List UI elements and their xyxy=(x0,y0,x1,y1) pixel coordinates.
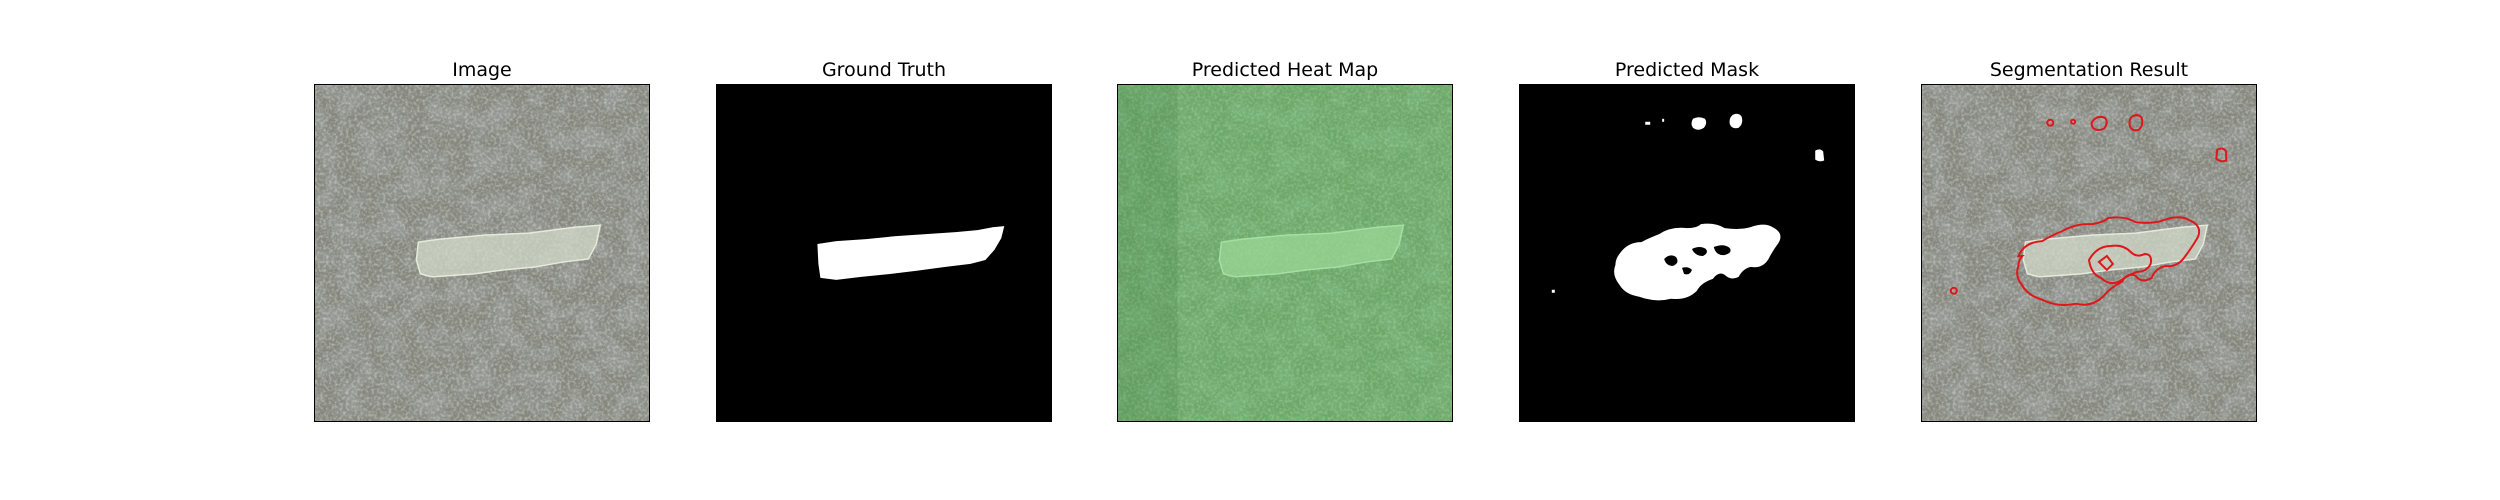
heat-map-panel xyxy=(1117,84,1453,422)
predicted-mask-panel xyxy=(1519,84,1855,422)
defect-patch xyxy=(415,224,602,278)
ground-truth-panel xyxy=(716,84,1052,422)
predicted-regions xyxy=(1551,113,1825,301)
segmentation-result-panel xyxy=(1921,84,2257,422)
predicted-mask xyxy=(1520,85,1854,421)
panel-title-image: Image xyxy=(452,59,512,81)
panel-title-predicted-mask: Predicted Mask xyxy=(1614,59,1760,81)
texture-image xyxy=(315,85,649,421)
ground-truth-region xyxy=(817,226,1005,280)
panel-title-ground-truth: Ground Truth xyxy=(821,59,947,81)
defect-patch xyxy=(1218,224,1405,278)
panel-title-segmentation-result: Segmentation Result xyxy=(1989,59,2189,81)
segmentation-result-image xyxy=(1922,85,2256,421)
image-panel xyxy=(314,84,650,422)
heat-map-overlay xyxy=(1118,85,1452,421)
segmentation-contours xyxy=(1949,114,2228,306)
heat-map-image xyxy=(1118,85,1452,421)
panel-title-predicted-heat-map: Predicted Heat Map xyxy=(1191,59,1379,81)
ground-truth-mask xyxy=(717,85,1051,421)
